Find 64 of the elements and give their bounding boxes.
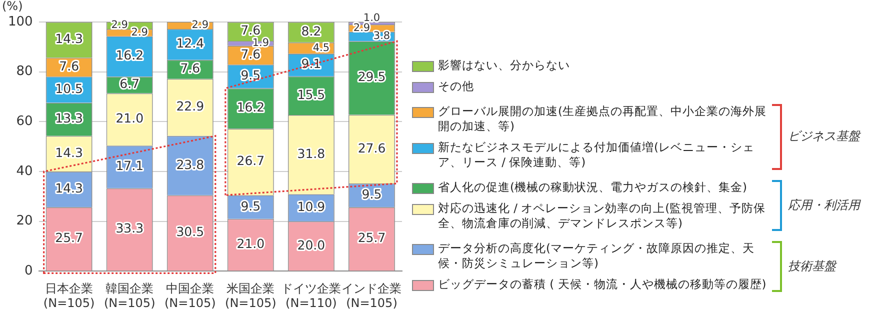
data-label: 14.3 — [55, 144, 83, 160]
legend-label: グローバル展開の加速(生産拠点の再配置、中小企業の海外展開の加速、等) — [438, 104, 768, 134]
legend-label: 新たなビジネスモデルによる付加価値増(レベニュー・シェア、リース / 保険連動、等) — [438, 140, 756, 170]
data-label: 4.5 — [312, 42, 330, 54]
data-label: 2.9 — [353, 22, 370, 34]
text: 技術基盤 — [788, 258, 836, 274]
data-label: 3.8 — [373, 30, 390, 42]
x-tick-label: ドイツ企業 (N=110) — [281, 282, 342, 310]
x-tick-label: 中国企業 (N=105) — [164, 282, 216, 310]
data-label: 2.9 — [192, 19, 208, 32]
data-label: 9.5 — [362, 186, 382, 202]
y-tick-label: 40 — [16, 164, 33, 179]
data-label: 21.0 — [236, 236, 265, 252]
data-label: 14.3 — [55, 31, 83, 46]
data-label: 9.5 — [240, 68, 261, 83]
data-label: 22.9 — [176, 98, 204, 114]
data-label: 25.7 — [55, 230, 83, 246]
y-tick-label: 20 — [16, 214, 33, 229]
y-tick-label: 100 — [8, 14, 33, 30]
data-label: 30.5 — [176, 224, 204, 240]
legend-label: ビッグデータの蓄積 ( 天候・物流・人や機械の移動等の履歴) — [438, 277, 766, 292]
data-label: 13.3 — [55, 110, 83, 126]
text: ビジネス基盤 — [788, 128, 860, 145]
data-label: 20.0 — [297, 237, 326, 252]
x-tick-label: 米国企業 (N=105) — [225, 282, 276, 310]
data-label: 26.7 — [236, 153, 265, 168]
data-label: 17.1 — [116, 158, 144, 174]
y-tick-label: 0 — [24, 264, 33, 279]
data-label: 29.5 — [358, 69, 386, 84]
data-label: 15.5 — [297, 86, 326, 102]
data-label: 27.6 — [358, 140, 386, 156]
y-axis-title: (%) — [2, 0, 23, 14]
data-label: 1.0 — [363, 12, 380, 24]
text: 応用・利活用 — [788, 196, 860, 214]
data-label: 2.9 — [111, 19, 128, 32]
legend-label: 対応の迅速化 / オペレーション効率の向上(監視管理、予防保全、物流倉庫の削減、デマンドレスポンス等) — [438, 201, 767, 231]
data-label: 14.3 — [55, 180, 83, 196]
x-tick-label: インド企業 (N=105) — [342, 282, 402, 310]
data-label: 23.8 — [176, 156, 204, 172]
data-label: 16.2 — [116, 48, 144, 63]
data-label: 6.7 — [120, 76, 140, 92]
y-tick-label: 60 — [16, 114, 33, 130]
data-label: 12.4 — [176, 36, 204, 51]
data-label: 16.2 — [236, 100, 265, 115]
data-label: 8.2 — [301, 23, 322, 38]
data-label: 31.8 — [297, 146, 326, 161]
data-label: 7.6 — [240, 46, 261, 62]
data-label: 7.6 — [59, 58, 80, 74]
y-tick-label: 80 — [16, 64, 33, 80]
legend-label: 影響はない、分からない — [438, 58, 570, 73]
data-label: 33.3 — [116, 220, 144, 236]
data-label: 9.5 — [240, 198, 261, 214]
legend-label: その他 — [438, 79, 474, 94]
data-label: 7.6 — [240, 22, 261, 38]
legend-label: データ分析の高度化(マーケティング・故障原因の推定、天候・防災シミュレーション等) — [438, 241, 756, 271]
data-label: 25.7 — [358, 230, 386, 246]
data-label: 2.9 — [131, 26, 148, 38]
x-tick-label: 日本企業 (N=105) — [43, 282, 95, 310]
data-label: 10.5 — [55, 80, 83, 96]
data-label: 10.9 — [297, 199, 326, 214]
x-tick-label: 韓国企業 (N=105) — [104, 282, 156, 310]
data-label: 21.0 — [116, 110, 144, 126]
data-label: 7.6 — [180, 60, 200, 76]
legend-label: 省人化の促進(機械の稼動状況、電力やガスの検針、集金) — [438, 180, 747, 195]
